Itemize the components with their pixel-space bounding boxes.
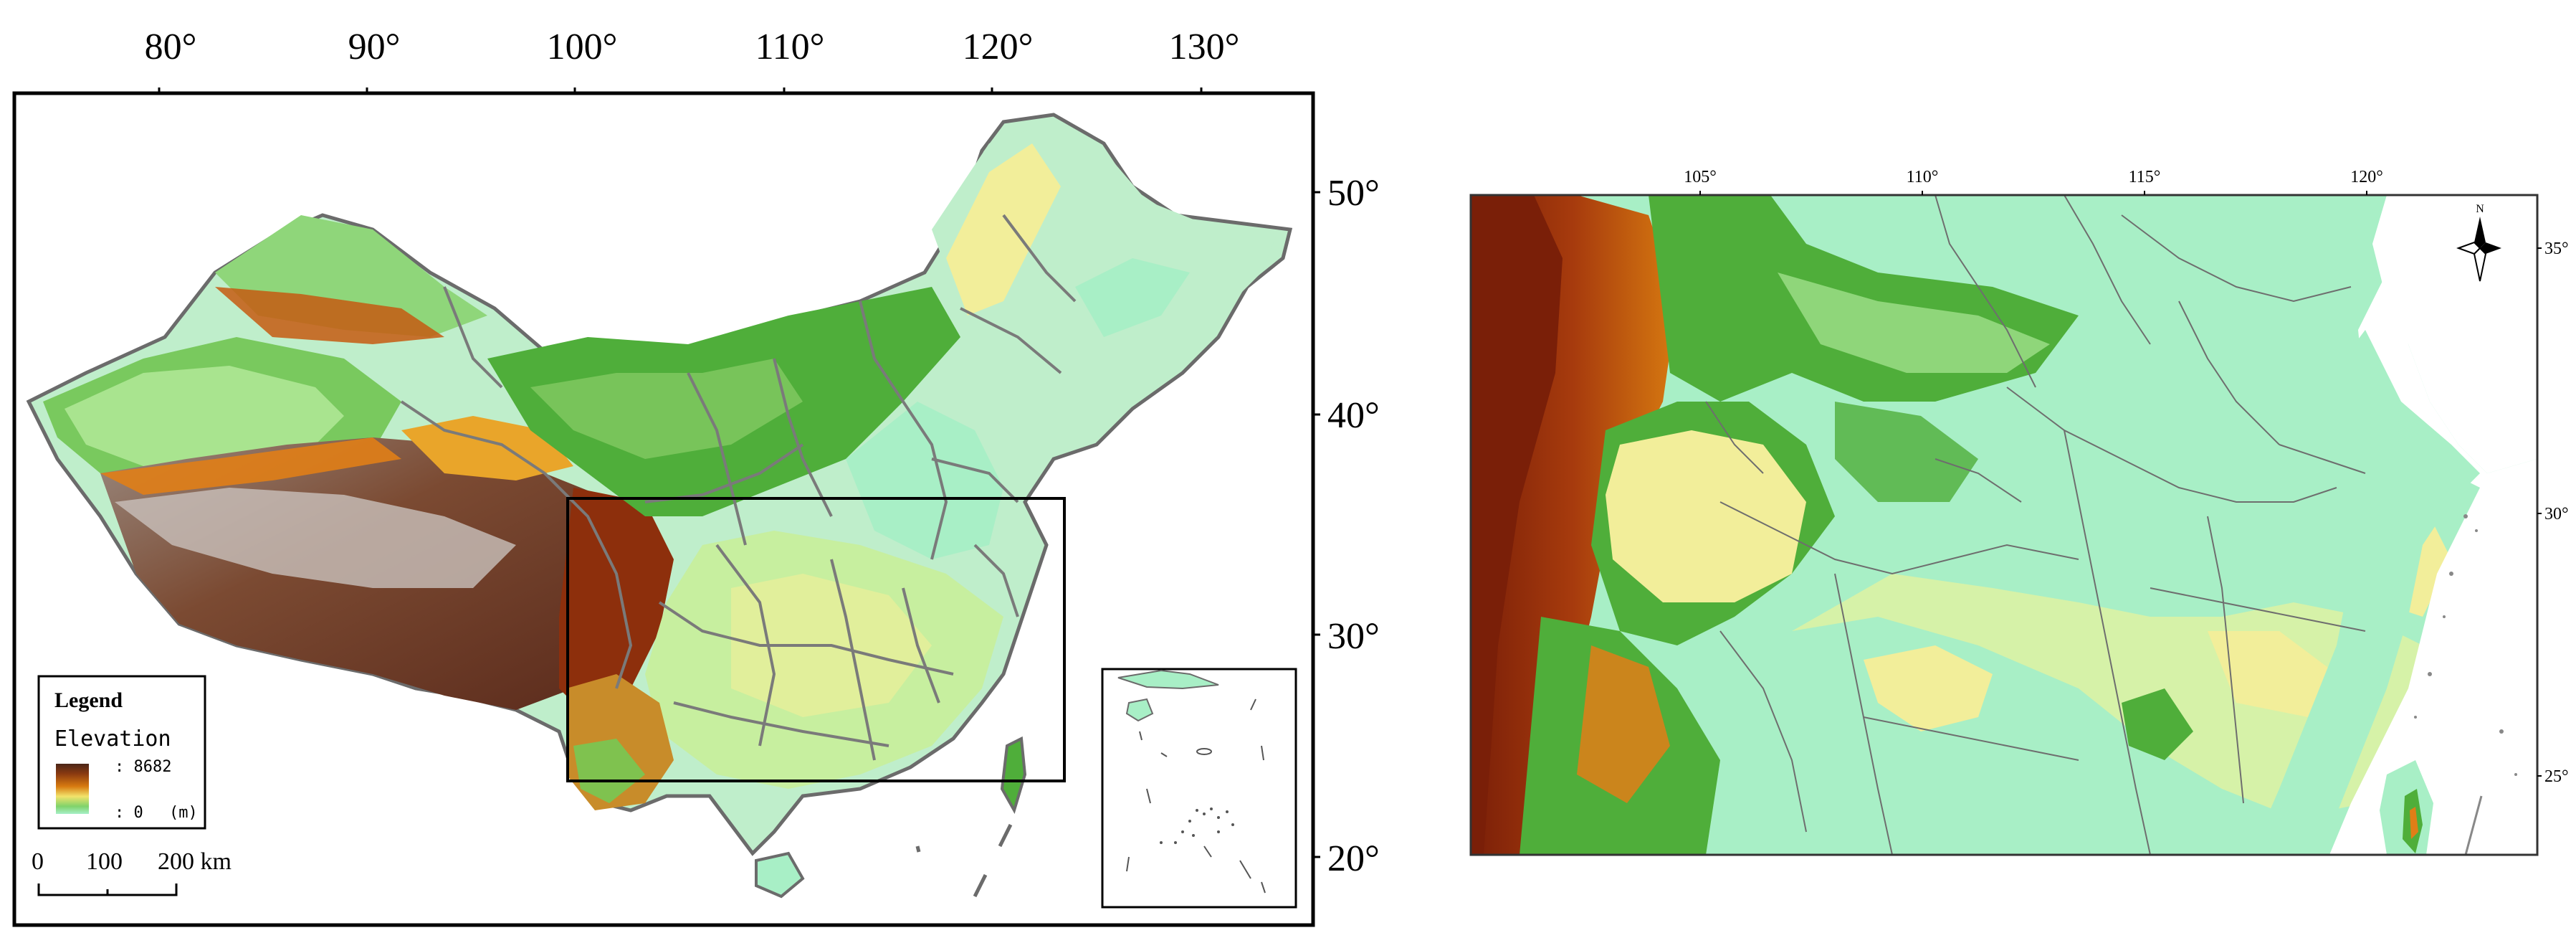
study-area-box — [566, 497, 1066, 782]
tick-20: 20° — [1327, 838, 1380, 879]
legend-subtitle: Elevation — [54, 726, 171, 752]
right-map-islands — [2414, 514, 2517, 776]
scale-label-0: 0 — [32, 848, 44, 875]
tick-40: 40° — [1327, 395, 1380, 436]
north-label: N — [2476, 203, 2484, 215]
tick-105: 105° — [1684, 168, 1717, 186]
tick-80: 80° — [145, 27, 197, 67]
right-map-ticks — [1699, 191, 2542, 777]
right-map-elevation — [1471, 195, 2537, 855]
south-china-sea-inset — [1101, 668, 1297, 909]
tick-120-right: 120° — [2350, 168, 2383, 186]
tick-100: 100° — [547, 27, 618, 67]
right-map-frame — [1469, 194, 2539, 856]
right-map-borders — [1705, 195, 2366, 855]
tick-115: 115° — [2129, 168, 2161, 186]
legend-max-label: : 8682 — [115, 758, 171, 776]
tick-130: 130° — [1169, 27, 1240, 67]
tick-35: 35° — [2544, 240, 2569, 258]
tick-90: 90° — [348, 27, 401, 67]
scale-bar: 0 100 200 km — [32, 848, 232, 896]
legend-min-label: : 0 — [115, 804, 143, 822]
scale-label-100: 100 — [86, 848, 123, 875]
legend-unit: (m) — [169, 804, 198, 822]
right-map-top-labels: 105° 110° 115° 120° — [1684, 168, 2383, 186]
right-map-right-labels: 35° 30° 25° — [2544, 240, 2569, 786]
tick-30: 30° — [1327, 616, 1380, 657]
tick-25: 25° — [2544, 767, 2569, 786]
tick-30-right: 30° — [2544, 505, 2569, 524]
scale-label-200: 200 km — [158, 848, 232, 875]
north-arrow: N — [2456, 203, 2501, 282]
sea-dashes — [915, 823, 1013, 898]
tick-120: 120° — [963, 27, 1034, 67]
legend: Legend Elevation : 8682 : 0 (m) — [37, 675, 206, 830]
tick-50: 50° — [1327, 173, 1380, 214]
legend-color-ramp — [56, 764, 89, 814]
left-map-right-labels: 50° 40° 30° 20° — [1327, 173, 1380, 879]
left-map-ticks — [158, 87, 1320, 858]
legend-title: Legend — [54, 688, 123, 712]
tick-110-right: 110° — [1907, 168, 1939, 186]
right-map: 105° 110° 115° 120° 35° 30° 25° N — [1469, 168, 2569, 856]
left-map: 80° 90° 100° 110° 120° 130° 50° 40° 30° … — [12, 27, 1380, 927]
tick-110: 110° — [755, 27, 825, 67]
left-map-top-labels: 80° 90° 100° 110° 120° 130° — [145, 27, 1240, 67]
province-borders — [400, 214, 1077, 761]
china-elevation-shape — [26, 113, 1293, 899]
